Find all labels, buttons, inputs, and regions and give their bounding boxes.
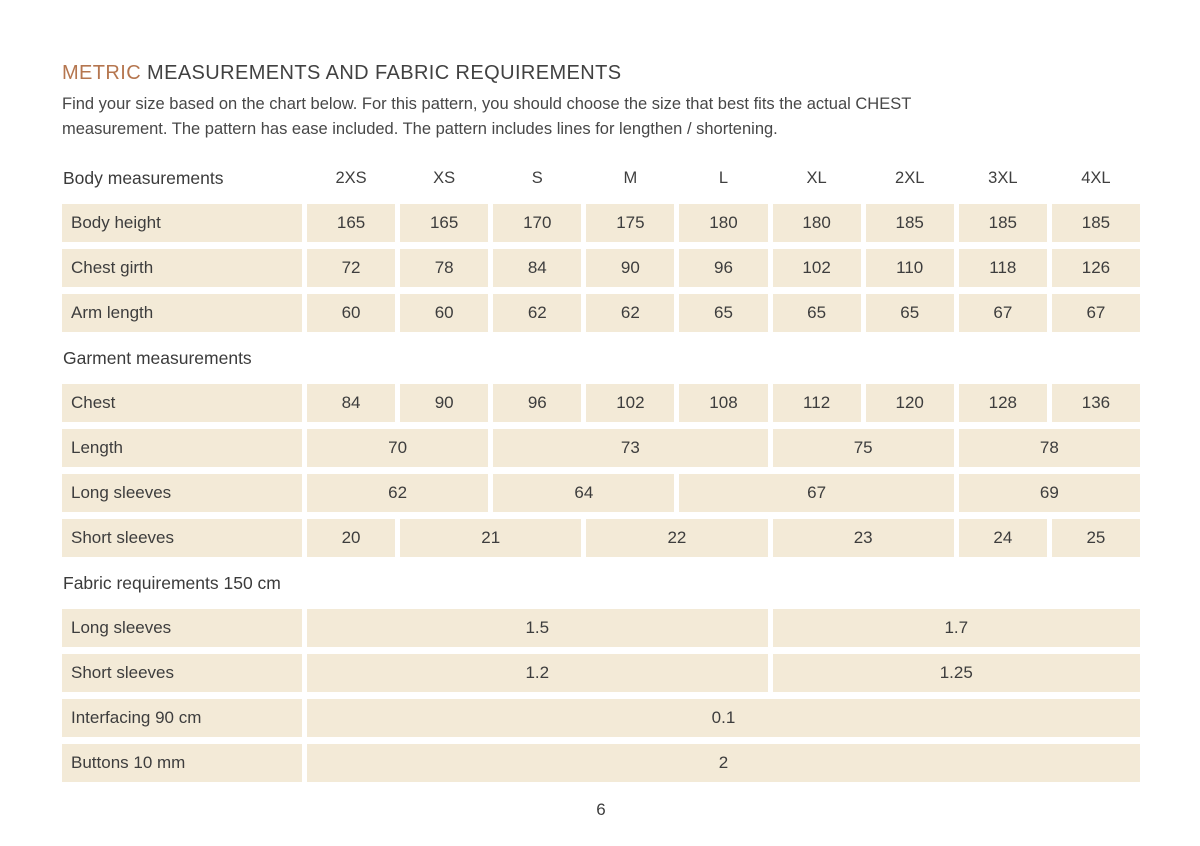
value-cell: 120: [865, 384, 954, 422]
page-title-accent: METRIC: [62, 62, 142, 84]
size-column-header: 4XL: [1081, 168, 1111, 187]
value-cell: 112: [772, 384, 861, 422]
value-cell: 60: [400, 294, 489, 332]
value-cell: 90: [586, 249, 675, 287]
document-page: METRIC MEASUREMENTS AND FABRIC REQUIREME…: [62, 62, 1140, 819]
value-cell: 170: [493, 204, 582, 242]
value-cell: 62: [307, 474, 489, 512]
intro-line-1: Find your size based on the chart below.…: [62, 95, 912, 113]
row-label: Short sleeves: [62, 654, 302, 692]
value-cell: 84: [493, 249, 582, 287]
size-column-header: L: [718, 168, 729, 187]
row-label: Length: [62, 429, 302, 467]
value-cell: 180: [679, 204, 768, 242]
value-cell: 185: [865, 204, 954, 242]
page-number: 6: [596, 800, 606, 819]
size-column-header: M: [623, 168, 638, 187]
value-cell: 2: [307, 744, 1140, 782]
row-label: Chest: [62, 384, 302, 422]
value-cell: 118: [958, 249, 1047, 287]
value-cell: 90: [400, 384, 489, 422]
row-label: Body height: [62, 204, 302, 242]
row-label: Long sleeves: [62, 474, 302, 512]
value-cell: 21: [400, 519, 582, 557]
row-label: Interfacing 90 cm: [62, 699, 302, 737]
size-column-header: XL: [806, 168, 827, 187]
value-cell: 185: [958, 204, 1047, 242]
value-cell: 1.25: [772, 654, 1140, 692]
value-cell: 73: [493, 429, 768, 467]
value-cell: 23: [772, 519, 954, 557]
value-cell: 1.5: [307, 609, 768, 647]
value-cell: 69: [958, 474, 1140, 512]
size-table: Body measurements 2XS XS S M L XL 2XL 3XL 4XL Body…: [62, 159, 1140, 782]
size-column-header: XS: [433, 168, 456, 187]
value-cell: 128: [958, 384, 1047, 422]
value-cell: 110: [865, 249, 954, 287]
size-column-header: 3XL: [988, 168, 1018, 187]
value-cell: 72: [307, 249, 396, 287]
value-cell: 65: [679, 294, 768, 332]
value-cell: 180: [772, 204, 861, 242]
value-cell: 0.1: [307, 699, 1140, 737]
value-cell: 165: [400, 204, 489, 242]
size-column-header: 2XL: [895, 168, 925, 187]
value-cell: 84: [307, 384, 396, 422]
intro-paragraph: Find your size based on the chart below.…: [62, 92, 1140, 142]
size-column-header: 2XS: [335, 168, 367, 187]
value-cell: 78: [958, 429, 1140, 467]
value-cell: 67: [679, 474, 954, 512]
value-cell: 20: [307, 519, 396, 557]
row-label: Buttons 10 mm: [62, 744, 302, 782]
row-label: Arm length: [62, 294, 302, 332]
value-cell: 96: [679, 249, 768, 287]
value-cell: 1.2: [307, 654, 768, 692]
intro-line-2: measurement. The pattern has ease includ…: [62, 120, 778, 138]
section-heading: Fabric requirements 150 cm: [63, 572, 281, 593]
value-cell: 22: [586, 519, 768, 557]
value-cell: 60: [307, 294, 396, 332]
size-column-header: S: [531, 168, 543, 187]
value-cell: 67: [1051, 294, 1140, 332]
value-cell: 65: [772, 294, 861, 332]
value-cell: 24: [958, 519, 1047, 557]
value-cell: 62: [586, 294, 675, 332]
row-label: Chest girth: [62, 249, 302, 287]
value-cell: 126: [1051, 249, 1140, 287]
value-cell: 70: [307, 429, 489, 467]
value-cell: 67: [958, 294, 1047, 332]
value-cell: 136: [1051, 384, 1140, 422]
value-cell: 64: [493, 474, 675, 512]
value-cell: 75: [772, 429, 954, 467]
value-cell: 185: [1051, 204, 1140, 242]
page-title: METRIC MEASUREMENTS AND FABRIC REQUIREME…: [62, 62, 1140, 85]
value-cell: 102: [772, 249, 861, 287]
value-cell: 65: [865, 294, 954, 332]
value-cell: 102: [586, 384, 675, 422]
value-cell: 25: [1051, 519, 1140, 557]
page-title-rest: MEASUREMENTS AND FABRIC REQUIREMENTS: [141, 62, 622, 84]
size-table-header-label: Body measurements: [63, 167, 224, 188]
row-label: Short sleeves: [62, 519, 302, 557]
value-cell: 108: [679, 384, 768, 422]
value-cell: 165: [307, 204, 396, 242]
value-cell: 1.7: [772, 609, 1140, 647]
row-label: Long sleeves: [62, 609, 302, 647]
section-heading: Garment measurements: [63, 347, 252, 368]
value-cell: 96: [493, 384, 582, 422]
value-cell: 78: [400, 249, 489, 287]
value-cell: 62: [493, 294, 582, 332]
value-cell: 175: [586, 204, 675, 242]
